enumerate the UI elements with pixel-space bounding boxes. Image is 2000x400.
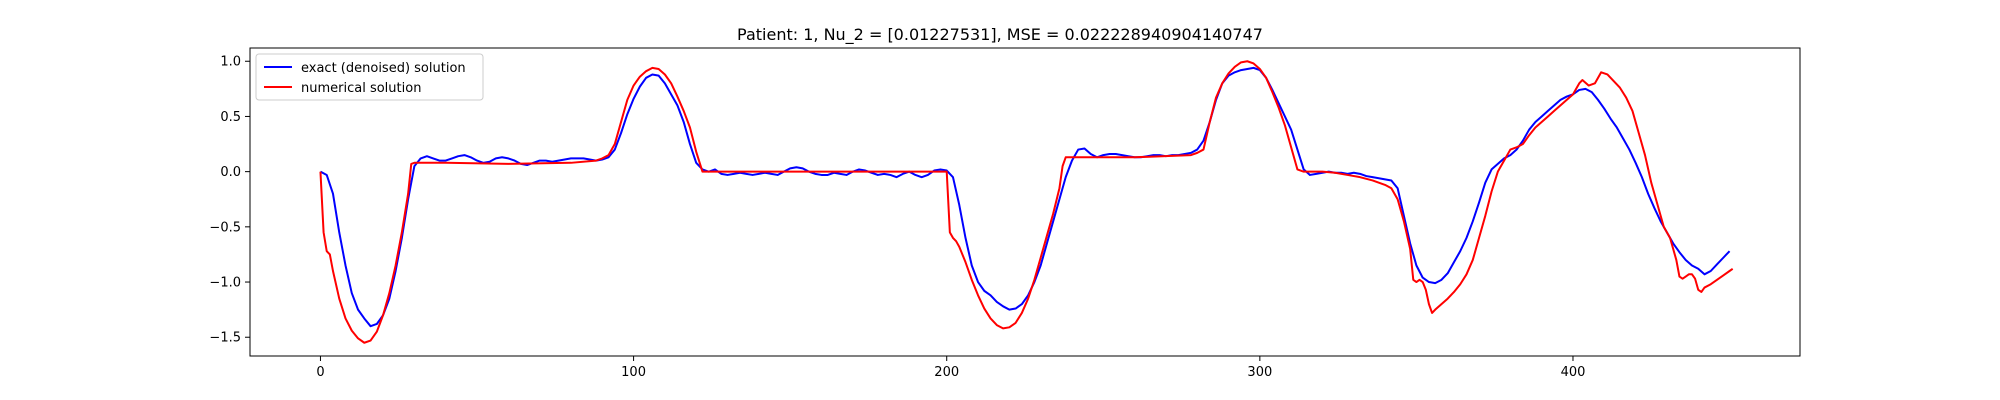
legend-box bbox=[255, 53, 484, 101]
y-tick-label: −1.0 bbox=[209, 276, 241, 291]
chart-title: Patient: 1, Nu_2 = [0.01227531], MSE = 0… bbox=[737, 25, 1263, 45]
series-layer bbox=[319, 60, 1734, 344]
legend-label-exact: exact (denoised) solution bbox=[301, 61, 466, 76]
series-line-exact bbox=[319, 66, 1731, 328]
axes-frame bbox=[249, 47, 1801, 357]
y-tick-label: 1.0 bbox=[220, 55, 241, 70]
ticks-layer: 0 100 200 300 400 1.0 0.5 0.0 −0.5 −1.0 −1.5 bbox=[209, 55, 1585, 380]
legend-label-numerical: numerical solution bbox=[301, 81, 421, 96]
x-tick-label: 100 bbox=[621, 365, 646, 380]
x-tick-label: 0 bbox=[316, 365, 324, 380]
y-tick-label: 0.0 bbox=[220, 165, 241, 180]
series-line-numerical bbox=[319, 60, 1734, 344]
y-tick-label: −1.5 bbox=[209, 331, 241, 346]
x-tick-label: 300 bbox=[1247, 365, 1272, 380]
y-tick-label: −0.5 bbox=[209, 220, 241, 235]
x-tick-label: 400 bbox=[1561, 365, 1586, 380]
legend: exact (denoised) solution numerical solu… bbox=[255, 53, 484, 101]
y-tick-label: 0.5 bbox=[220, 110, 241, 125]
x-tick-label: 200 bbox=[934, 365, 959, 380]
